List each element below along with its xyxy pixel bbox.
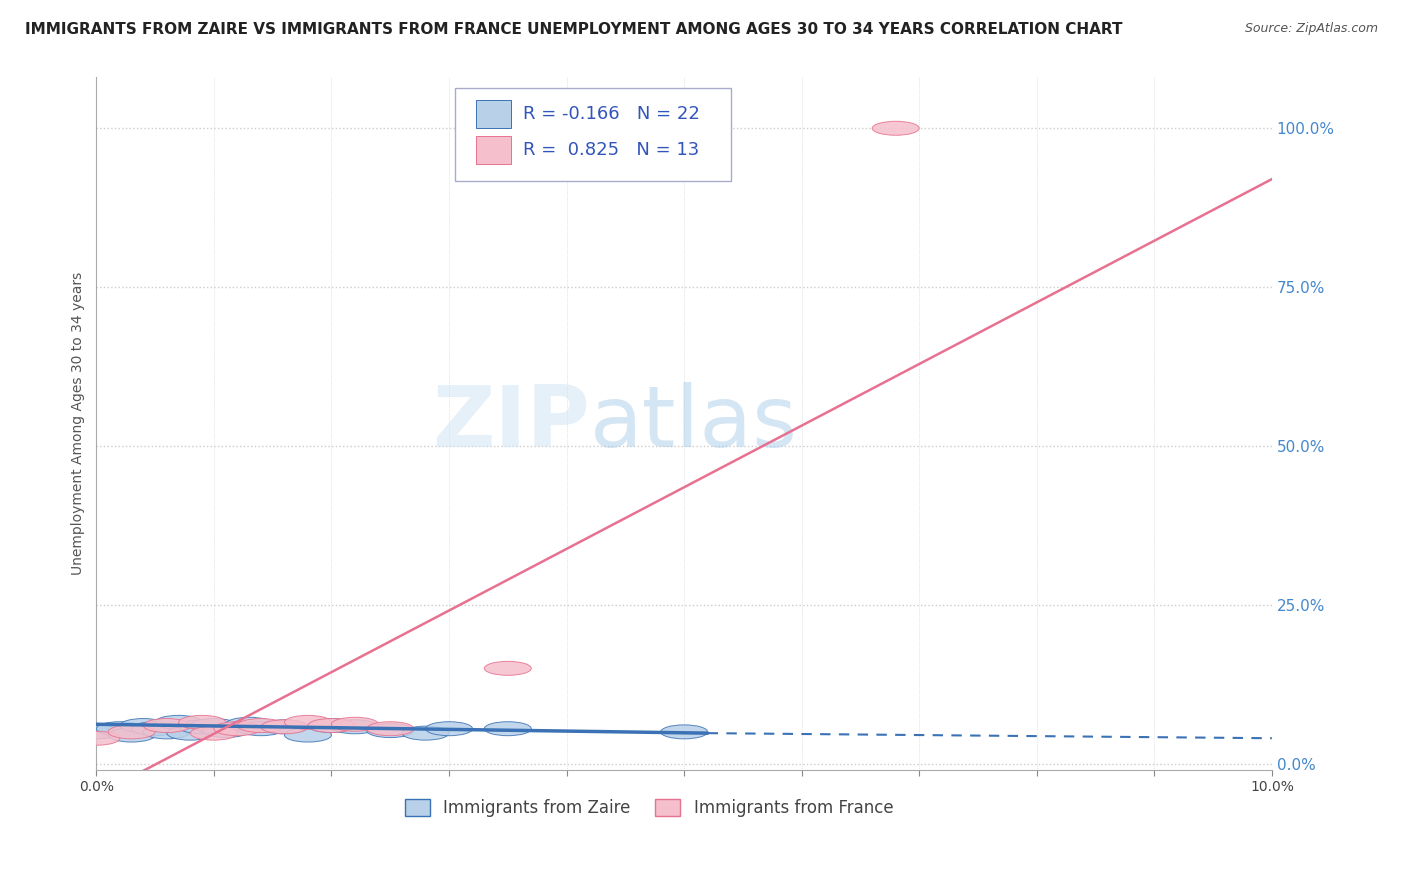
Ellipse shape xyxy=(872,121,920,136)
Ellipse shape xyxy=(73,731,120,745)
Ellipse shape xyxy=(308,719,354,732)
Ellipse shape xyxy=(332,717,378,731)
FancyBboxPatch shape xyxy=(456,87,731,181)
Text: atlas: atlas xyxy=(591,382,799,466)
Ellipse shape xyxy=(284,715,332,730)
Legend: Immigrants from Zaire, Immigrants from France: Immigrants from Zaire, Immigrants from F… xyxy=(398,792,900,824)
Ellipse shape xyxy=(238,719,284,732)
Ellipse shape xyxy=(214,722,262,736)
Ellipse shape xyxy=(332,720,378,734)
Ellipse shape xyxy=(284,728,332,742)
Ellipse shape xyxy=(661,725,707,739)
Ellipse shape xyxy=(97,722,143,736)
Ellipse shape xyxy=(190,719,238,732)
Ellipse shape xyxy=(143,725,190,739)
Ellipse shape xyxy=(120,719,167,732)
Ellipse shape xyxy=(426,722,472,736)
Ellipse shape xyxy=(132,722,179,736)
Ellipse shape xyxy=(262,720,308,734)
Ellipse shape xyxy=(179,720,225,734)
Ellipse shape xyxy=(225,717,273,731)
Ellipse shape xyxy=(262,720,308,734)
Text: Source: ZipAtlas.com: Source: ZipAtlas.com xyxy=(1244,22,1378,36)
Ellipse shape xyxy=(179,715,225,730)
Ellipse shape xyxy=(402,726,449,740)
Ellipse shape xyxy=(108,728,155,742)
Ellipse shape xyxy=(238,722,284,736)
Ellipse shape xyxy=(73,725,120,739)
FancyBboxPatch shape xyxy=(477,100,512,128)
Text: IMMIGRANTS FROM ZAIRE VS IMMIGRANTS FROM FRANCE UNEMPLOYMENT AMONG AGES 30 TO 34: IMMIGRANTS FROM ZAIRE VS IMMIGRANTS FROM… xyxy=(25,22,1123,37)
Text: R = -0.166   N = 22: R = -0.166 N = 22 xyxy=(523,105,700,123)
Ellipse shape xyxy=(308,719,354,732)
Ellipse shape xyxy=(202,723,249,738)
Ellipse shape xyxy=(367,722,413,736)
Ellipse shape xyxy=(155,715,202,730)
Text: ZIP: ZIP xyxy=(432,382,591,466)
Text: R =  0.825   N = 13: R = 0.825 N = 13 xyxy=(523,141,699,159)
Y-axis label: Unemployment Among Ages 30 to 34 years: Unemployment Among Ages 30 to 34 years xyxy=(72,272,86,575)
Ellipse shape xyxy=(484,661,531,675)
Ellipse shape xyxy=(143,719,190,732)
FancyBboxPatch shape xyxy=(477,136,512,164)
Ellipse shape xyxy=(167,726,214,740)
Ellipse shape xyxy=(367,723,413,738)
Ellipse shape xyxy=(484,722,531,736)
Ellipse shape xyxy=(190,726,238,740)
Ellipse shape xyxy=(108,725,155,739)
